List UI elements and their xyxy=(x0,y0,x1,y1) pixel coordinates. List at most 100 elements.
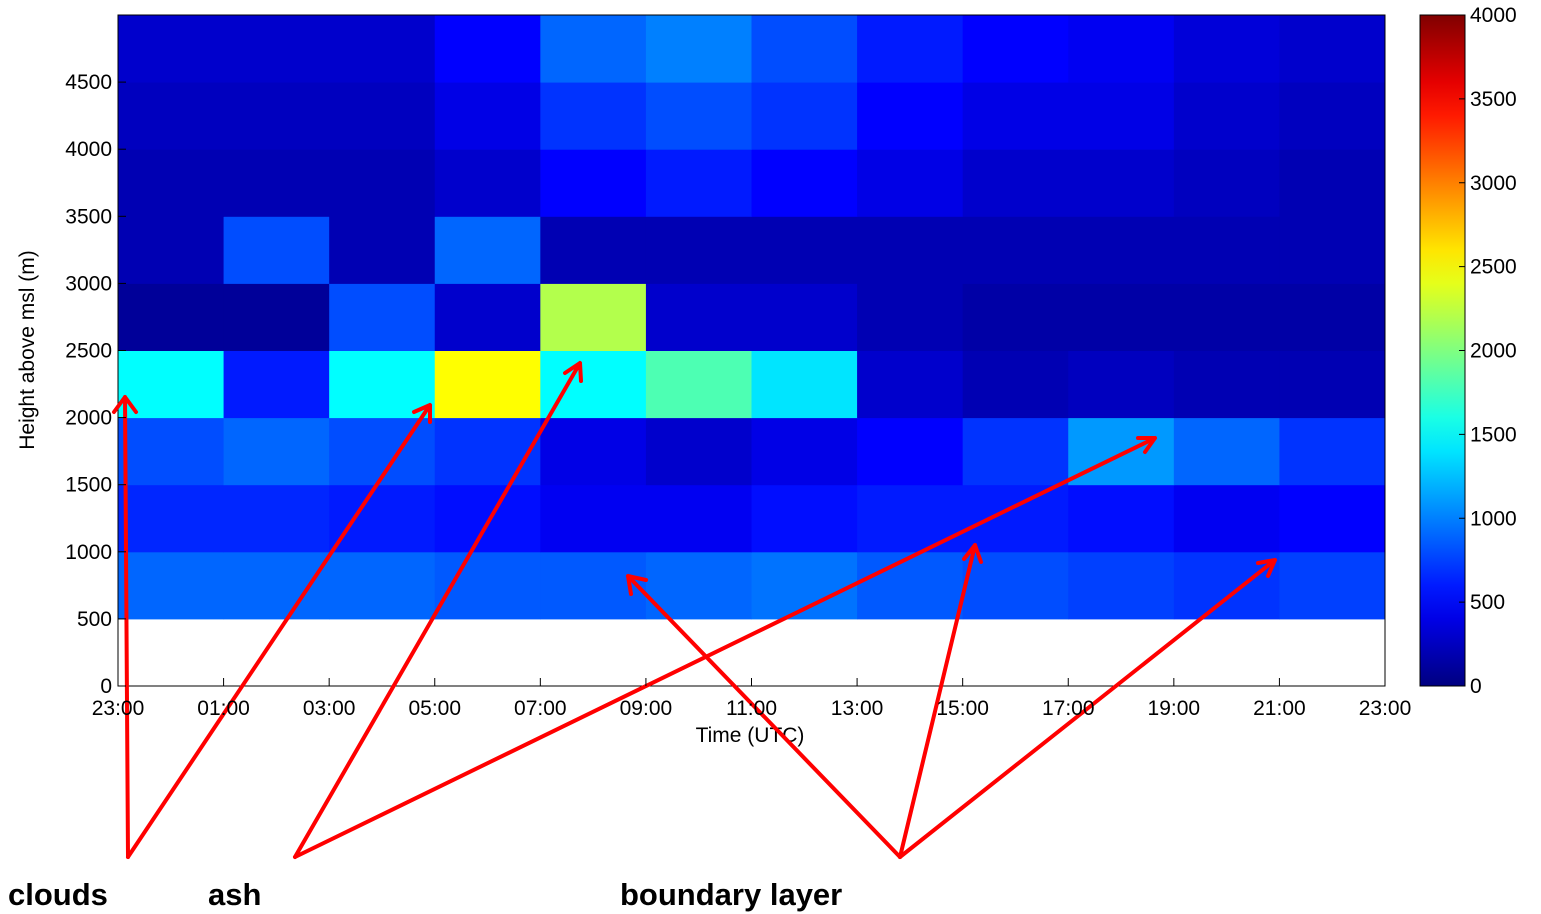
heatmap-cell xyxy=(223,149,330,217)
heatmap-cell xyxy=(751,15,858,83)
heatmap-cell xyxy=(1173,417,1280,486)
heatmap-cell xyxy=(751,484,858,553)
heatmap-cell xyxy=(1279,82,1386,150)
heatmap-cell xyxy=(540,149,647,217)
heatmap-cell xyxy=(540,417,647,486)
heatmap-cell xyxy=(1279,417,1386,486)
heatmap-cell xyxy=(1279,350,1386,419)
heatmap-cell xyxy=(540,484,647,553)
y-tick-label: 1500 xyxy=(65,474,112,497)
heatmap-cell xyxy=(857,417,964,486)
heatmap-cell xyxy=(962,484,1069,553)
x-tick-label: 19:00 xyxy=(1148,697,1201,720)
heatmap-cell xyxy=(329,283,436,351)
heatmap-cell xyxy=(1173,82,1280,150)
x-tick-label: 01:00 xyxy=(197,697,250,720)
x-tick-label: 23:00 xyxy=(1359,697,1412,720)
y-tick-label: 0 xyxy=(100,675,112,698)
heatmap-cell xyxy=(645,149,752,217)
heatmap-cell xyxy=(223,551,330,620)
heatmap-cell xyxy=(1068,551,1175,620)
heatmap-cell xyxy=(540,15,647,83)
heatmap-cell xyxy=(118,484,225,553)
heatmap-cell xyxy=(434,149,541,217)
heatmap-cell xyxy=(118,283,225,351)
heatmap-cell xyxy=(1068,15,1175,83)
heatmap-cell xyxy=(329,484,436,553)
arrow xyxy=(898,558,1277,859)
y-tick-label: 2000 xyxy=(65,407,112,430)
heatmap-cell xyxy=(1173,484,1280,553)
heatmap-cell xyxy=(645,15,752,83)
heatmap-cell xyxy=(329,149,436,217)
colorbar-tick-label: 3000 xyxy=(1470,172,1517,195)
heatmap-cell xyxy=(645,350,752,419)
heatmap-cell xyxy=(645,216,752,284)
heatmap-cell xyxy=(329,350,436,419)
heatmap-cell xyxy=(1068,350,1175,419)
heatmap-cell xyxy=(329,216,436,284)
y-tick-label: 1000 xyxy=(65,541,112,564)
heatmap-cell xyxy=(223,216,330,284)
heatmap-cell xyxy=(751,417,858,486)
heatmap-cell xyxy=(223,283,330,351)
heatmap-cell xyxy=(962,149,1069,217)
colorbar-tick-label: 4000 xyxy=(1470,4,1517,27)
heatmap-cell xyxy=(962,216,1069,284)
heatmap-cell xyxy=(857,350,964,419)
heatmap-cell xyxy=(118,15,225,83)
x-tick-label: 17:00 xyxy=(1042,697,1095,720)
y-tick-label: 500 xyxy=(77,608,112,631)
heatmap-cell xyxy=(118,551,225,620)
x-tick-label: 11:00 xyxy=(726,697,777,720)
heatmap-cell xyxy=(223,484,330,553)
heatmap-cell xyxy=(857,551,964,620)
annotation: boundary layer xyxy=(620,877,842,912)
heatmap-cell xyxy=(962,551,1069,620)
heatmap-cell xyxy=(118,216,225,284)
colorbar-tick-label: 500 xyxy=(1470,591,1505,614)
heatmap-cell xyxy=(329,551,436,620)
heatmap-cell xyxy=(962,417,1069,486)
heatmap-cell xyxy=(540,82,647,150)
arrow xyxy=(126,403,432,859)
heatmap-cell xyxy=(1279,551,1386,620)
y-axis-label: Height above msl (m) xyxy=(16,250,39,450)
colorbar-tick-label: 3500 xyxy=(1470,88,1517,111)
heatmap-cell xyxy=(434,417,541,486)
heatmap-cell xyxy=(540,283,647,351)
heatmap-cell xyxy=(1173,350,1280,419)
y-tick-label: 3000 xyxy=(65,272,112,295)
heatmap-cell xyxy=(329,15,436,83)
heatmap-cell xyxy=(434,216,541,284)
heatmap-cell xyxy=(434,484,541,553)
heatmap-cell xyxy=(1279,15,1386,83)
heatmap-cell xyxy=(223,350,330,419)
heatmap-cell xyxy=(1173,283,1280,351)
x-tick-label: 05:00 xyxy=(408,697,461,720)
heatmap-cell xyxy=(1068,283,1175,351)
x-tick-label: 07:00 xyxy=(514,697,567,720)
heatmap-cell xyxy=(857,149,964,217)
colorbar-tick-label: 2000 xyxy=(1470,340,1517,363)
heatmap-cell xyxy=(962,350,1069,419)
x-tick-label: 13:00 xyxy=(831,697,884,720)
colorbar-tick-label: 1000 xyxy=(1470,507,1517,530)
colorbar-tick-label: 1500 xyxy=(1470,423,1517,446)
heatmap-cell xyxy=(1068,216,1175,284)
y-tick-label: 2500 xyxy=(65,340,112,363)
heatmap-cell xyxy=(751,283,858,351)
heatmap-cell xyxy=(962,82,1069,150)
heatmap-cell xyxy=(118,350,225,419)
colorbar-tick-label: 0 xyxy=(1470,675,1482,698)
heatmap-cell xyxy=(857,15,964,83)
heatmap-cell xyxy=(857,82,964,150)
x-tick-label: 23:00 xyxy=(92,697,145,720)
heatmap-cell xyxy=(1279,283,1386,351)
heatmap-cell xyxy=(1173,15,1280,83)
heatmap-cell xyxy=(434,15,541,83)
x-tick-label: 21:00 xyxy=(1253,697,1306,720)
y-tick-label: 4500 xyxy=(65,71,112,94)
arrow xyxy=(293,436,1157,859)
